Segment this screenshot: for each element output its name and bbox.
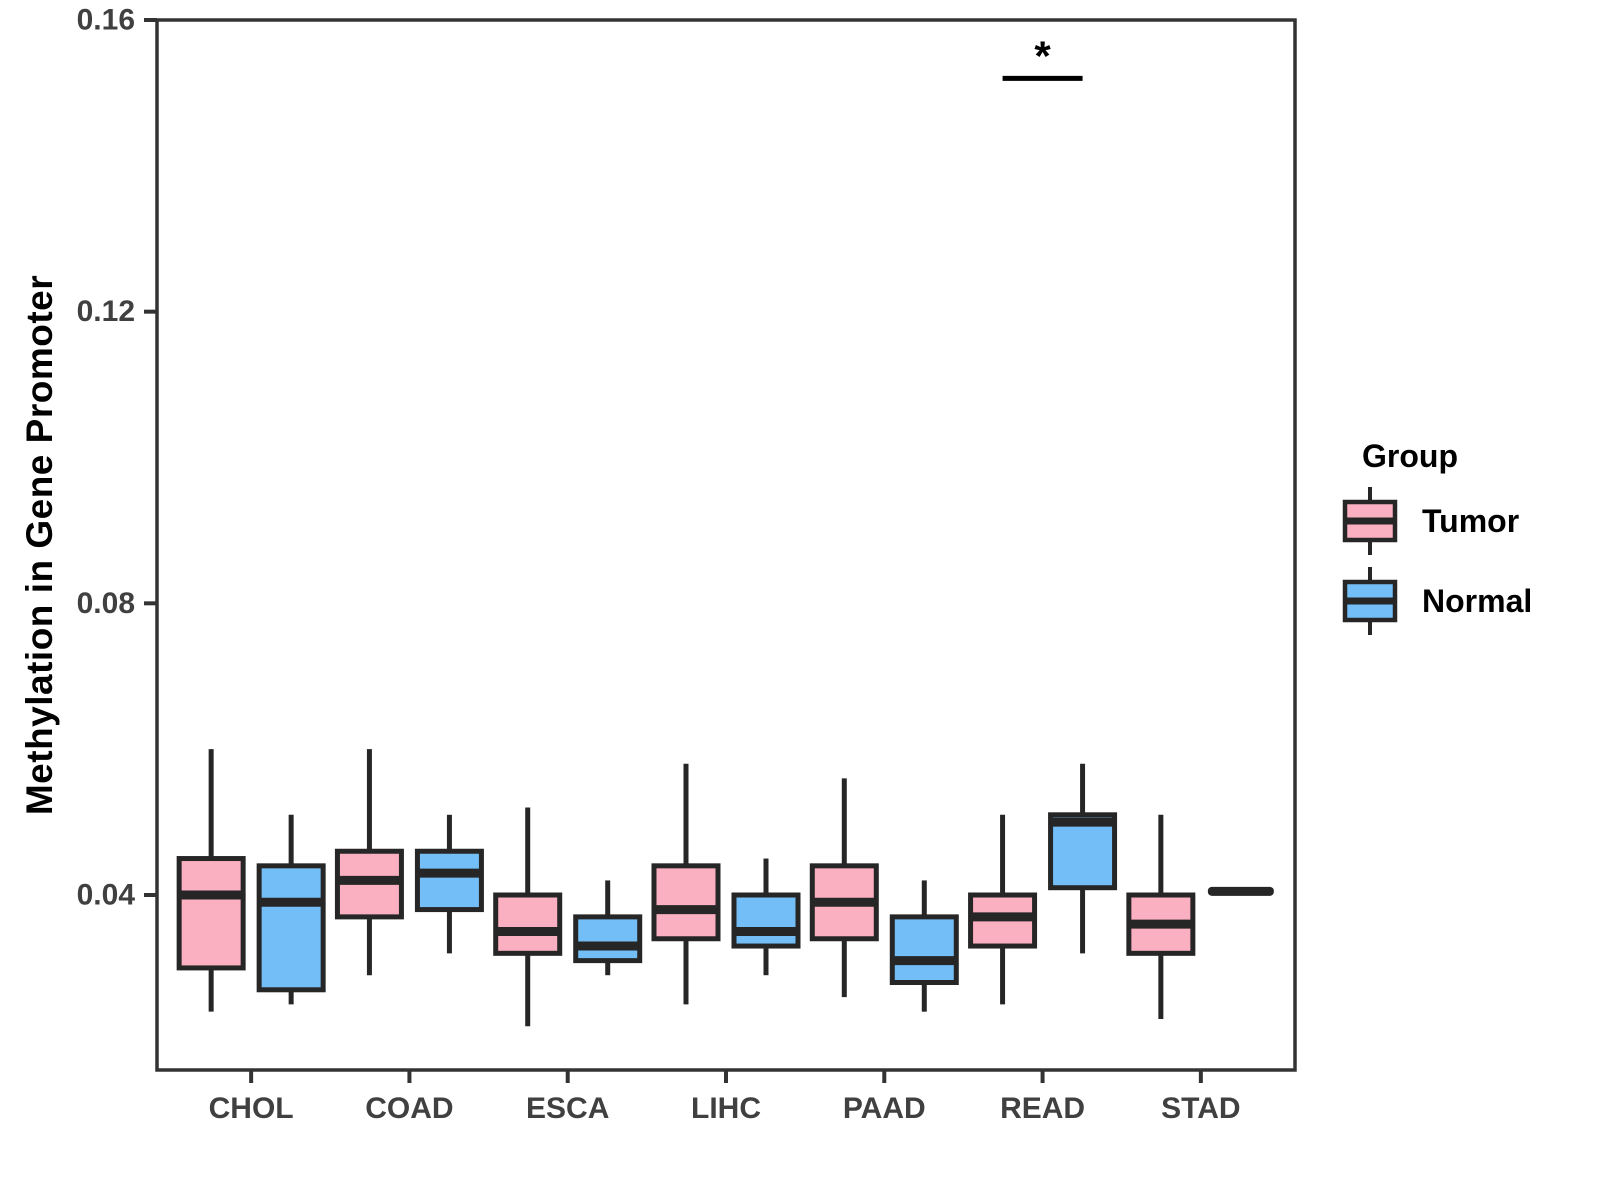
legend-item-normal: Normal — [1338, 561, 1532, 641]
x-axis-label-lihc: LIHC — [691, 1092, 761, 1125]
boxplot-glyph-normal-icon — [1342, 567, 1398, 635]
x-axis-label-coad: COAD — [365, 1092, 453, 1125]
significance-star: * — [1034, 32, 1051, 79]
boxplot-lihc-tumor — [651, 763, 721, 1005]
boxplot-lihc-normal — [731, 858, 801, 976]
boxplot-esca-tumor — [493, 807, 563, 1027]
boxplot-stad-tumor — [1126, 814, 1196, 1019]
boxplot-esca-normal — [573, 880, 643, 976]
iqr-box — [889, 914, 959, 985]
iqr-box — [414, 848, 484, 913]
y-tick-label: 0.12 — [77, 295, 135, 328]
iqr-box — [651, 863, 721, 942]
boxplot-read-tumor — [968, 814, 1038, 1005]
boxplot-chol-normal — [256, 814, 326, 1005]
x-axis-label-read: READ — [1000, 1092, 1085, 1125]
boxplot-coad-normal — [414, 814, 484, 954]
x-axis-label-chol: CHOL — [209, 1092, 294, 1125]
boxplot-chol-tumor — [176, 749, 246, 1012]
y-tick-label: 0.16 — [77, 4, 135, 37]
legend-item-tumor: Tumor — [1338, 481, 1532, 561]
boxplot-glyph-tumor-icon — [1342, 487, 1398, 555]
iqr-box — [731, 892, 801, 949]
boxplot-read-normal — [1048, 763, 1118, 954]
legend: Group Tumor Normal — [1338, 438, 1532, 641]
legend-title: Group — [1362, 438, 1458, 474]
boxplot-stad-normal — [1207, 886, 1274, 896]
x-axis-label-esca: ESCA — [526, 1092, 609, 1125]
boxplot-coad-tumor — [334, 749, 404, 976]
iqr-box — [256, 863, 326, 993]
iqr-box — [176, 856, 246, 971]
iqr-box — [1048, 812, 1118, 891]
x-axis-label-paad: PAAD — [843, 1092, 926, 1125]
y-tick-label: 0.04 — [77, 879, 136, 912]
iqr-box — [493, 892, 563, 956]
y-tick-label: 0.08 — [77, 587, 135, 620]
x-axis-label-stad: STAD — [1161, 1092, 1240, 1125]
iqr-box — [573, 914, 643, 964]
boxplot-paad-normal — [889, 880, 959, 1012]
legend-item-label: Tumor — [1422, 502, 1520, 539]
median-dash — [1207, 886, 1274, 896]
panel-border — [155, 18, 1297, 1072]
legend-item-label: Normal — [1422, 582, 1533, 619]
significance-annotation: * — [1002, 32, 1083, 81]
y-axis-title: Methylation in Gene Promoter — [19, 274, 60, 816]
boxplot-paad-tumor — [809, 778, 879, 998]
